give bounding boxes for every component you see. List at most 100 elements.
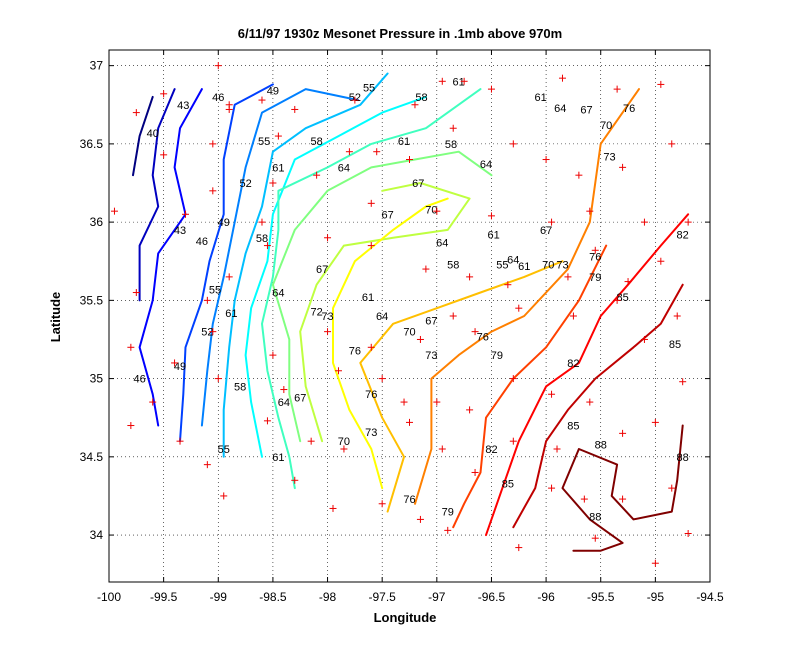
contour-label: 64 (278, 397, 290, 409)
station-marker (586, 207, 594, 215)
station-marker (569, 312, 577, 320)
contour-label: 70 (425, 205, 437, 217)
station-marker (209, 328, 217, 336)
station-marker (367, 343, 375, 351)
gridlines (108, 50, 711, 582)
station-marker (651, 418, 659, 426)
station-marker (684, 529, 692, 537)
station-marker (433, 207, 441, 215)
station-marker (651, 559, 659, 567)
station-marker (263, 242, 271, 250)
contour-label: 61 (272, 452, 284, 464)
contour-label: 58 (310, 136, 322, 148)
station-marker (110, 207, 118, 215)
contour-label: 73 (365, 427, 377, 439)
station-marker (171, 359, 179, 367)
contour-label: 49 (218, 217, 230, 229)
station-marker (345, 148, 353, 156)
station-marker (542, 156, 550, 164)
contour-label: 46 (212, 92, 224, 104)
contour-line-43 (138, 88, 176, 302)
contour-line-79 (452, 244, 608, 529)
contour-label: 40 (147, 128, 159, 140)
contour-lines (132, 72, 690, 552)
contour-label: 46 (133, 374, 145, 386)
x-tick-label: -100 (97, 590, 121, 604)
contour-label: 58 (415, 92, 427, 104)
station-marker (334, 367, 342, 375)
contour-label: 43 (174, 225, 186, 237)
x-tick-label: -95.5 (587, 590, 615, 604)
contour-label: 43 (177, 100, 189, 112)
x-tick-label: -97 (428, 590, 446, 604)
station-marker (679, 378, 687, 386)
station-marker (466, 406, 474, 414)
station-marker (258, 218, 266, 226)
contour-label: 85 (669, 339, 681, 351)
x-tick-label: -99.5 (150, 590, 178, 604)
contour-label: 64 (338, 162, 350, 174)
x-tick-label: -94.5 (696, 590, 724, 604)
contour-label: 88 (589, 511, 601, 523)
contour-label: 46 (196, 236, 208, 248)
contour-line-67 (299, 182, 471, 443)
station-marker (504, 281, 512, 289)
station-marker (548, 484, 556, 492)
station-marker (624, 278, 632, 286)
contour-label: 73 (425, 350, 437, 362)
station-marker (132, 289, 140, 297)
station-marker (619, 163, 627, 171)
contour-label: 67 (425, 316, 437, 328)
y-tick-label: 36.5 (80, 137, 104, 151)
station-marker (269, 179, 277, 187)
station-marker (509, 375, 517, 383)
station-marker (444, 526, 452, 534)
station-marker (449, 124, 457, 132)
station-marker (373, 148, 381, 156)
station-marker (668, 484, 676, 492)
contour-label: 82 (567, 358, 579, 370)
station-marker (471, 468, 479, 476)
contour-line-85 (512, 283, 684, 529)
station-marker (203, 296, 211, 304)
contour-label: 55 (218, 444, 230, 456)
contour-line-61 (261, 88, 482, 490)
station-marker (416, 515, 424, 523)
station-marker (367, 242, 375, 250)
station-marker (575, 171, 583, 179)
station-marker (515, 304, 523, 312)
y-tick-label: 36 (90, 215, 104, 229)
contour-label: 58 (445, 139, 457, 151)
contour-line-46 (138, 88, 203, 427)
station-marker (280, 386, 288, 394)
contour-label: 73 (556, 259, 568, 271)
contour-label: 85 (567, 421, 579, 433)
station-marker (209, 140, 217, 148)
x-tick-label: -98.5 (259, 590, 287, 604)
y-tick-label: 37 (90, 59, 104, 73)
station-marker (591, 534, 599, 542)
station-marker (307, 437, 315, 445)
contour-label: 58 (256, 233, 268, 245)
contour-label: 76 (477, 331, 489, 343)
contour-label: 67 (382, 209, 394, 221)
station-marker (558, 74, 566, 82)
contour-label: 67 (580, 104, 592, 116)
x-tick-label: -96.5 (478, 590, 506, 604)
contour-label: 61 (398, 136, 410, 148)
contour-label: 64 (376, 311, 388, 323)
y-tick-label: 34 (90, 528, 104, 542)
station-marker (613, 296, 621, 304)
contour-label: 67 (316, 264, 328, 276)
station-marker (214, 62, 222, 70)
station-marker (657, 80, 665, 88)
station-marker (422, 265, 430, 273)
station-marker (466, 273, 474, 281)
station-marker (400, 398, 408, 406)
station-marker (668, 140, 676, 148)
station-marker (149, 398, 157, 406)
contour-label: 61 (535, 92, 547, 104)
station-marker (274, 132, 282, 140)
station-marker (564, 273, 572, 281)
